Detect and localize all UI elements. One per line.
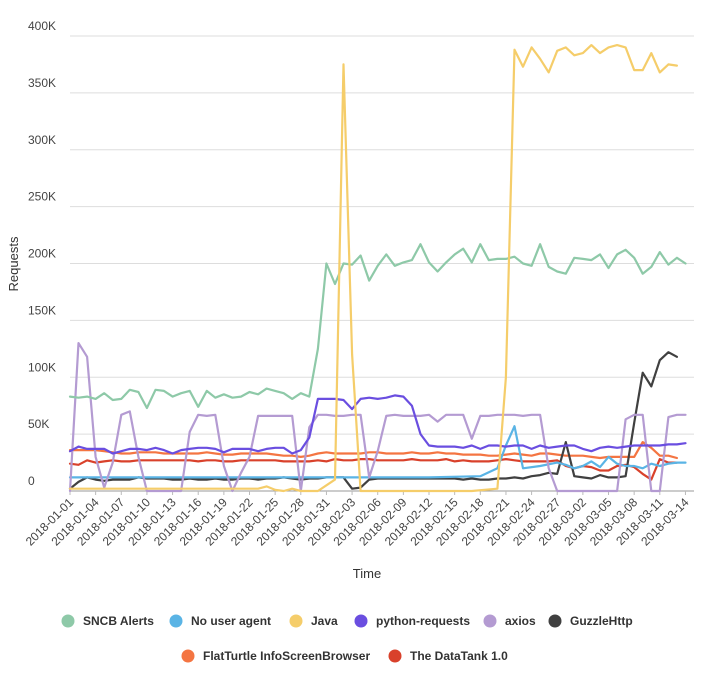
legend-marker xyxy=(181,649,195,663)
y-tick-label: 200K xyxy=(28,247,56,261)
legend-marker xyxy=(388,649,402,663)
x-axis-title: Time xyxy=(353,566,381,581)
gridlines xyxy=(70,35,694,492)
series-line-python-requests xyxy=(68,394,687,455)
legend-marker xyxy=(548,614,562,628)
y-tick-label: 400K xyxy=(28,19,56,33)
y-axis: 0 50K 100K 150K 200K 250K 300K 350K 400K xyxy=(28,19,56,488)
legend-label: axios xyxy=(505,614,536,628)
legend-item[interactable]: The DataTank 1.0 xyxy=(388,649,509,663)
legend-item[interactable]: SNCB Alerts xyxy=(61,614,155,628)
legend-label: SNCB Alerts xyxy=(83,614,154,628)
legend-label: No user agent xyxy=(191,614,271,628)
legend-marker xyxy=(354,614,368,628)
legend-marker xyxy=(61,614,75,628)
y-tick-label: 50K xyxy=(28,417,49,431)
y-tick-label: 0 xyxy=(28,474,35,488)
legend-marker xyxy=(289,614,303,628)
legend-item[interactable]: FlatTurtle InfoScreenBrowser xyxy=(181,649,371,663)
series-line-java xyxy=(68,43,679,493)
legend-item[interactable]: Java xyxy=(289,614,339,628)
series-lines xyxy=(68,43,687,493)
legend-label: FlatTurtle InfoScreenBrowser xyxy=(203,649,370,663)
legend-marker xyxy=(483,614,497,628)
y-axis-title: Requests xyxy=(6,236,21,291)
legend-item[interactable]: python-requests xyxy=(354,614,471,628)
series-line-axios xyxy=(68,342,687,493)
legend-item[interactable]: GuzzleHttp xyxy=(548,614,633,628)
legend-marker xyxy=(169,614,183,628)
legend-item[interactable]: No user agent xyxy=(169,614,272,628)
legend-label: GuzzleHttp xyxy=(570,614,633,628)
series-line-sncb-alerts xyxy=(68,243,687,410)
y-tick-label: 350K xyxy=(28,76,56,90)
legend-label: python-requests xyxy=(376,614,470,628)
series-line-no-user-agent xyxy=(68,425,687,479)
y-tick-label: 150K xyxy=(28,303,56,317)
legend: SNCB Alerts No user agent Java python-reque… xyxy=(61,614,633,663)
y-tick-label: 250K xyxy=(28,190,56,204)
legend-item[interactable]: axios xyxy=(483,614,537,628)
y-tick-label: 100K xyxy=(28,360,56,374)
x-axis: 2018-01-012018-01-042018-01-072018-01-10… xyxy=(23,491,692,549)
series-line-guzzlehttp xyxy=(68,351,679,490)
legend-label: The DataTank 1.0 xyxy=(410,649,508,663)
y-tick-label: 300K xyxy=(28,133,56,147)
legend-label: Java xyxy=(311,614,338,628)
